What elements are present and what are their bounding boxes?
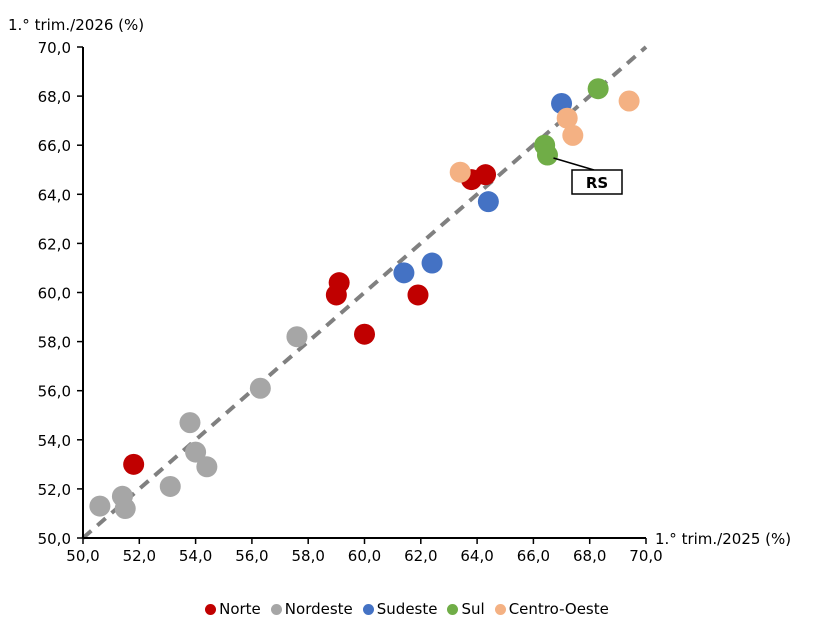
x-tick-label: 56,0 bbox=[235, 547, 268, 565]
legend-item-sul: Sul bbox=[447, 600, 485, 618]
legend-marker bbox=[494, 603, 506, 615]
point-sul bbox=[587, 78, 609, 100]
point-norte bbox=[354, 323, 375, 345]
point-nordeste bbox=[114, 498, 136, 520]
y-axis-title: 1.° trim./2026 (%) bbox=[8, 16, 144, 34]
annotation-leader-line bbox=[553, 157, 595, 171]
y-tick-label: 70,0 bbox=[38, 39, 71, 57]
annotation-layer: RS bbox=[553, 157, 623, 195]
point-sudeste bbox=[393, 262, 415, 284]
reference-line-layer bbox=[81, 45, 648, 540]
point-nordeste bbox=[286, 326, 308, 348]
point-centro-oeste bbox=[562, 124, 584, 146]
point-nordeste bbox=[196, 456, 218, 478]
legend-label: Sudeste bbox=[376, 600, 438, 618]
legend-label: Nordeste bbox=[284, 600, 353, 618]
point-norte bbox=[407, 284, 429, 306]
y-tick-label: 64,0 bbox=[38, 186, 71, 204]
legend-label: Norte bbox=[219, 600, 261, 618]
y-tick-label: 56,0 bbox=[38, 383, 71, 401]
y-tick-label: 58,0 bbox=[38, 334, 71, 352]
y-tick-label: 50,0 bbox=[38, 530, 71, 548]
x-tick-label: 54,0 bbox=[179, 547, 212, 565]
legend-item-norte: Norte bbox=[205, 600, 261, 618]
legend-label: Sul bbox=[461, 600, 485, 618]
reference-diagonal-line bbox=[81, 45, 648, 540]
x-axis-title: 1.° trim./2025 (%) bbox=[655, 530, 791, 548]
legend-marker bbox=[447, 603, 459, 615]
y-tick-label: 54,0 bbox=[38, 432, 71, 450]
x-tick-label: 68,0 bbox=[573, 547, 606, 565]
point-centro-oeste bbox=[556, 107, 578, 129]
point-nordeste bbox=[179, 412, 201, 434]
y-tick-label: 52,0 bbox=[38, 481, 71, 499]
scatter-chart: 50,0 52,0 54,0 56,0 58,0 60,0 62,0 64,0 66,0 68,0… bbox=[8, 16, 791, 565]
legend-marker bbox=[270, 603, 282, 615]
y-tick-label: 68,0 bbox=[38, 88, 71, 106]
point-centro-oeste bbox=[449, 161, 471, 183]
y-tick-label: 62,0 bbox=[38, 235, 71, 253]
point-sudeste bbox=[421, 252, 443, 274]
point-nordeste bbox=[159, 475, 181, 497]
point-nordeste bbox=[249, 377, 271, 399]
annotation-box bbox=[571, 169, 623, 195]
point-norte bbox=[475, 164, 497, 186]
y-tick-label: 60,0 bbox=[38, 285, 71, 303]
x-tick-label: 66,0 bbox=[517, 547, 550, 565]
x-tick-label: 70,0 bbox=[629, 547, 662, 565]
legend: Norte Nordeste Sudeste Sul Centro-Oeste bbox=[0, 598, 818, 620]
legend-item-sudeste: Sudeste bbox=[362, 600, 438, 618]
point-nordeste bbox=[185, 441, 207, 463]
annotation-label: RS bbox=[586, 174, 608, 192]
point-nordeste bbox=[89, 495, 111, 517]
point-centro-oeste bbox=[618, 90, 640, 112]
x-tick-label: 52,0 bbox=[123, 547, 156, 565]
point-norte bbox=[328, 272, 350, 294]
point-sul bbox=[536, 144, 558, 166]
y-tick-label: 66,0 bbox=[38, 137, 71, 155]
x-tick-label: 50,0 bbox=[66, 547, 99, 565]
point-sudeste bbox=[477, 191, 499, 213]
legend-label: Centro-Oeste bbox=[508, 600, 609, 618]
x-tick-label: 58,0 bbox=[291, 547, 324, 565]
points-layer bbox=[89, 78, 640, 520]
legend-item-nordeste: Nordeste bbox=[270, 600, 353, 618]
x-tick-label: 62,0 bbox=[404, 547, 437, 565]
x-tick-label: 64,0 bbox=[460, 547, 493, 565]
ticks-layer: 50,0 52,0 54,0 56,0 58,0 60,0 62,0 64,0 66,0 68,0… bbox=[38, 39, 663, 565]
x-tick-label: 60,0 bbox=[348, 547, 381, 565]
legend-marker bbox=[205, 603, 217, 615]
legend-marker bbox=[362, 603, 374, 615]
point-norte bbox=[123, 453, 145, 475]
legend-item-centro-oeste: Centro-Oeste bbox=[494, 600, 609, 618]
